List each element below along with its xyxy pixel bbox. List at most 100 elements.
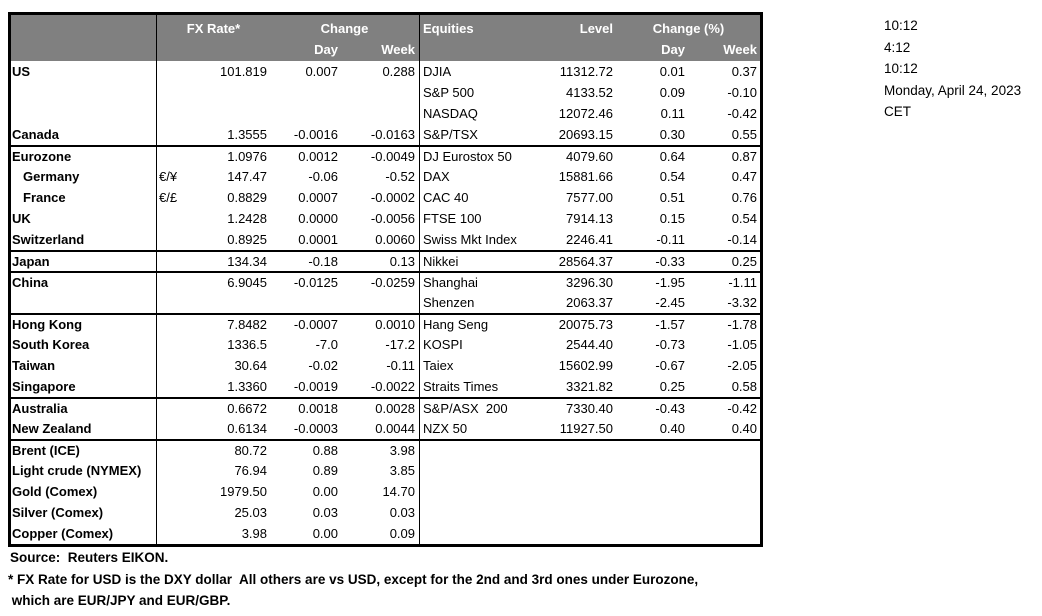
fx-week-change-value: 0.03 [340, 502, 420, 523]
equity-day-change-value: 0.64 [659, 149, 685, 164]
footnote-line-1: * FX Rate for USD is the DXY dollar All … [8, 572, 699, 587]
fx-rate-value: 1.3555 [227, 127, 267, 142]
fx-day-change-value: 0.00 [312, 484, 338, 499]
equity-level-value: 2063.37 [566, 295, 613, 310]
table-row: New Zealand 0.6134 -0.0003 0.0044 NZX 50… [11, 418, 760, 439]
fx-rate-column-header: FX Rate* [186, 21, 241, 36]
fx-week-change-value: 3.98 [340, 441, 420, 460]
equity-index-label [420, 460, 535, 481]
fx-week-change-value: 0.0060 [340, 229, 420, 250]
region-label: New Zealand [11, 418, 157, 439]
header-row-1: FX Rate* Change Equities Level Change (%… [11, 15, 760, 40]
table-row: UK 1.2428 0.0000 -0.0056 FTSE 100 7914.1… [11, 208, 760, 229]
equity-level-value [535, 481, 617, 502]
fx-week-change-value: -0.0049 [340, 147, 420, 166]
fx-day-change-value: -0.0016 [293, 127, 338, 142]
currency-pair-label [157, 315, 190, 334]
region-label: Copper (Comex) [11, 523, 157, 544]
equity-index-label: DAX [423, 169, 450, 184]
currency-pair-label [157, 292, 190, 313]
equity-index-label: FTSE 100 [423, 211, 482, 226]
fx-day-change-value: -0.0003 [293, 421, 338, 436]
fx-day-change-value: 0.88 [312, 443, 338, 458]
currency-pair-label: €/£ [159, 190, 178, 205]
fx-day-column-header: Day [314, 42, 338, 57]
currency-pair-label: €/¥ [159, 169, 178, 184]
equity-day-change-value: -2.45 [655, 295, 685, 310]
fx-rate-value: 30.64 [234, 358, 267, 373]
equity-index-label: S&P 500 [423, 85, 475, 100]
fx-rate-value [190, 292, 270, 313]
equity-level-value: 15602.99 [558, 358, 613, 373]
fx-week-change-value: -0.0022 [340, 376, 420, 397]
equity-index-label: S&P/TSX [423, 127, 478, 142]
region-label: Taiwan [11, 355, 157, 376]
fx-rate-value: 101.819 [220, 64, 267, 79]
fx-rate-value: 3.98 [241, 526, 267, 541]
equity-week-change-value: -3.32 [727, 295, 757, 310]
currency-pair-label [157, 441, 190, 460]
equity-day-change-value: 0.25 [659, 379, 685, 394]
equity-day-change-value [617, 481, 689, 502]
equity-index-label: Nikkei [423, 254, 459, 269]
equity-day-change-value [617, 441, 689, 460]
fx-rate-value: 76.94 [234, 463, 267, 478]
table-header: FX Rate* Change Equities Level Change (%… [11, 15, 760, 61]
currency-pair-label [157, 252, 190, 271]
region-label: Canada [11, 124, 157, 145]
table-row: Shenzen 2063.37 -2.45 -3.32 [11, 292, 760, 313]
fx-day-change-value: 0.03 [312, 505, 338, 520]
equity-week-change-value [689, 441, 760, 460]
equity-week-change-value [689, 502, 760, 523]
equity-level-value: 3296.30 [566, 275, 613, 290]
equity-level-value: 12072.46 [558, 106, 613, 121]
fx-rate-value: 80.72 [234, 443, 267, 458]
fx-week-change-value: 3.85 [340, 460, 420, 481]
fx-week-change-value: -0.0259 [340, 273, 420, 292]
table-row: Gold (Comex) 1979.50 0.00 14.70 [11, 481, 760, 502]
region-label: Brent (ICE) [11, 441, 157, 460]
equity-level-value: 11927.50 [559, 421, 613, 436]
equity-index-label [420, 481, 535, 502]
equity-week-change-value [689, 481, 760, 502]
region-label: US [11, 61, 157, 82]
equity-day-change-value: -1.57 [655, 317, 685, 332]
fx-week-change-value [340, 292, 420, 313]
table-row: China 6.9045 -0.0125 -0.0259 Shanghai 32… [11, 271, 760, 292]
equity-day-change-value: -0.73 [655, 337, 685, 352]
equity-week-change-value: -2.05 [727, 358, 757, 373]
fx-day-change-value [270, 292, 340, 313]
fx-rate-value: 0.8829 [227, 190, 267, 205]
equity-day-change-value [617, 502, 689, 523]
fx-week-change-value: 0.09 [340, 523, 420, 544]
fx-rate-value: 25.03 [234, 505, 267, 520]
fx-day-change-value: -0.02 [308, 358, 338, 373]
equity-week-change-value: 0.25 [731, 254, 757, 269]
currency-pair-label [157, 418, 190, 439]
fx-day-change-value: -0.0019 [293, 379, 338, 394]
region-label: Light crude (NYMEX) [11, 460, 157, 481]
equity-day-change-value: 0.51 [659, 190, 685, 205]
fx-rate-value: 0.8925 [227, 232, 267, 247]
equity-week-column-header: Week [723, 42, 757, 57]
equity-day-change-value: 0.01 [659, 64, 685, 79]
fx-day-change-value: 0.0018 [298, 401, 338, 416]
table-row: Canada 1.3555 -0.0016 -0.0163 S&P/TSX 20… [11, 124, 760, 145]
fx-rate-value [190, 82, 270, 103]
equity-week-change-value: -0.10 [727, 85, 757, 100]
equity-level-value: 20075.73 [558, 317, 613, 332]
fx-day-change-value: -0.0125 [293, 275, 338, 290]
equity-day-change-value: 0.09 [659, 85, 685, 100]
fx-rate-value: 7.8482 [227, 317, 267, 332]
fx-week-change-value: -0.52 [340, 166, 420, 187]
table-row: S&P 500 4133.52 0.09 -0.10 [11, 82, 760, 103]
fx-rate-value [190, 103, 270, 124]
fx-day-change-value: 0.0012 [298, 149, 338, 164]
blank-header-cell [11, 40, 157, 61]
equity-level-value: 20693.15 [558, 127, 613, 142]
currency-pair-label [157, 82, 190, 103]
equity-day-change-value: 0.15 [659, 211, 685, 226]
table-row: Singapore 1.3360 -0.0019 -0.0022 Straits… [11, 376, 760, 397]
equity-week-change-value: 0.76 [731, 190, 757, 205]
equity-week-change-value: 0.40 [731, 421, 757, 436]
